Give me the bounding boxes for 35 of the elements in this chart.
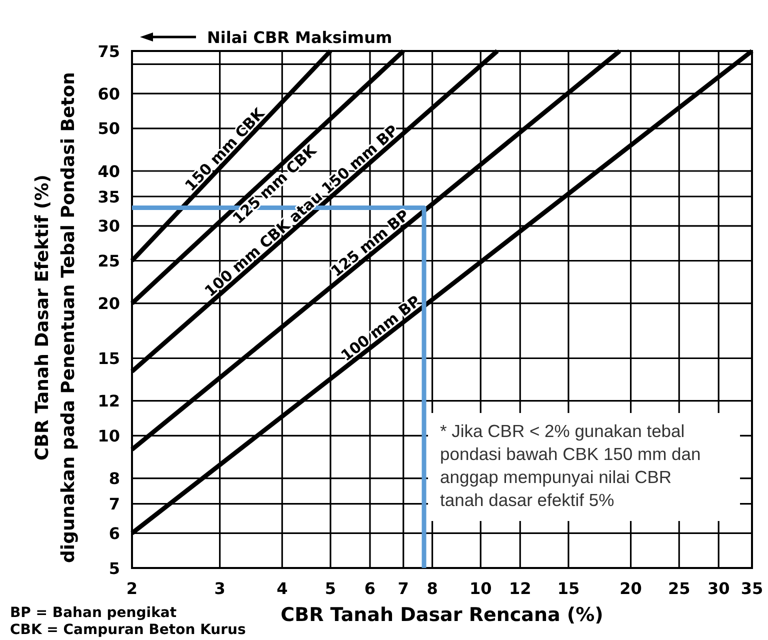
y-tick-label: 35	[98, 187, 120, 206]
x-tick-label: 8	[426, 579, 438, 598]
x-tick-label: 35	[740, 579, 764, 598]
x-tick-label: 5	[324, 579, 336, 598]
x-tick-label: 7	[398, 579, 409, 598]
text: BP = Bahan pengikat	[10, 605, 177, 621]
y-tick-label: 75	[98, 42, 120, 61]
x-tick-label: 3	[214, 579, 226, 598]
y-tick-label: 25	[98, 252, 120, 270]
x-tick-label: 2	[126, 579, 138, 598]
y-tick-label: 40	[98, 162, 120, 181]
y-tick-label: 60	[98, 84, 120, 104]
x-tick-label: 10	[470, 579, 492, 598]
y-tick-label: 20	[98, 294, 120, 314]
x-tick-label: 20	[620, 579, 642, 598]
y-tick-label: 15	[98, 349, 120, 368]
y-tick-label: 50	[98, 119, 120, 138]
y-tick-label: 7	[108, 494, 120, 514]
x-tick-label: 4	[276, 579, 288, 598]
y-tick-label: 30	[98, 216, 120, 236]
y-tick-label: 6	[108, 524, 120, 543]
annotation: * Jika CBR < 2% gunakan tebal pondasi bawah CBK 150 mm dan anggap mempunyai nilai CBR tanah dasar efektif 5%	[440, 421, 701, 510]
x-tick-label: 6	[364, 579, 376, 598]
y-axis-title: CBR Tanah Dasar Efektif (%) digunakan pada Penentuan Tebal Pondasi Beton	[32, 72, 79, 563]
text: CBK = Campuran Beton Kurus	[10, 622, 246, 638]
x-tick-label: 15	[557, 579, 580, 598]
x-tick-label: 30	[707, 579, 730, 598]
y-tick-label: 5	[108, 558, 120, 578]
y-tick-label: 12	[98, 392, 120, 411]
x-axis-title: CBR Tanah Dasar Rencana (%)	[280, 604, 604, 626]
x-tick-label: 25	[668, 579, 690, 598]
text: Nilai CBR Maksimum	[207, 28, 392, 47]
y-tick-label: 8	[108, 469, 120, 488]
x-tick-label: 12	[508, 579, 532, 598]
y-tick-label: 10	[98, 426, 120, 446]
